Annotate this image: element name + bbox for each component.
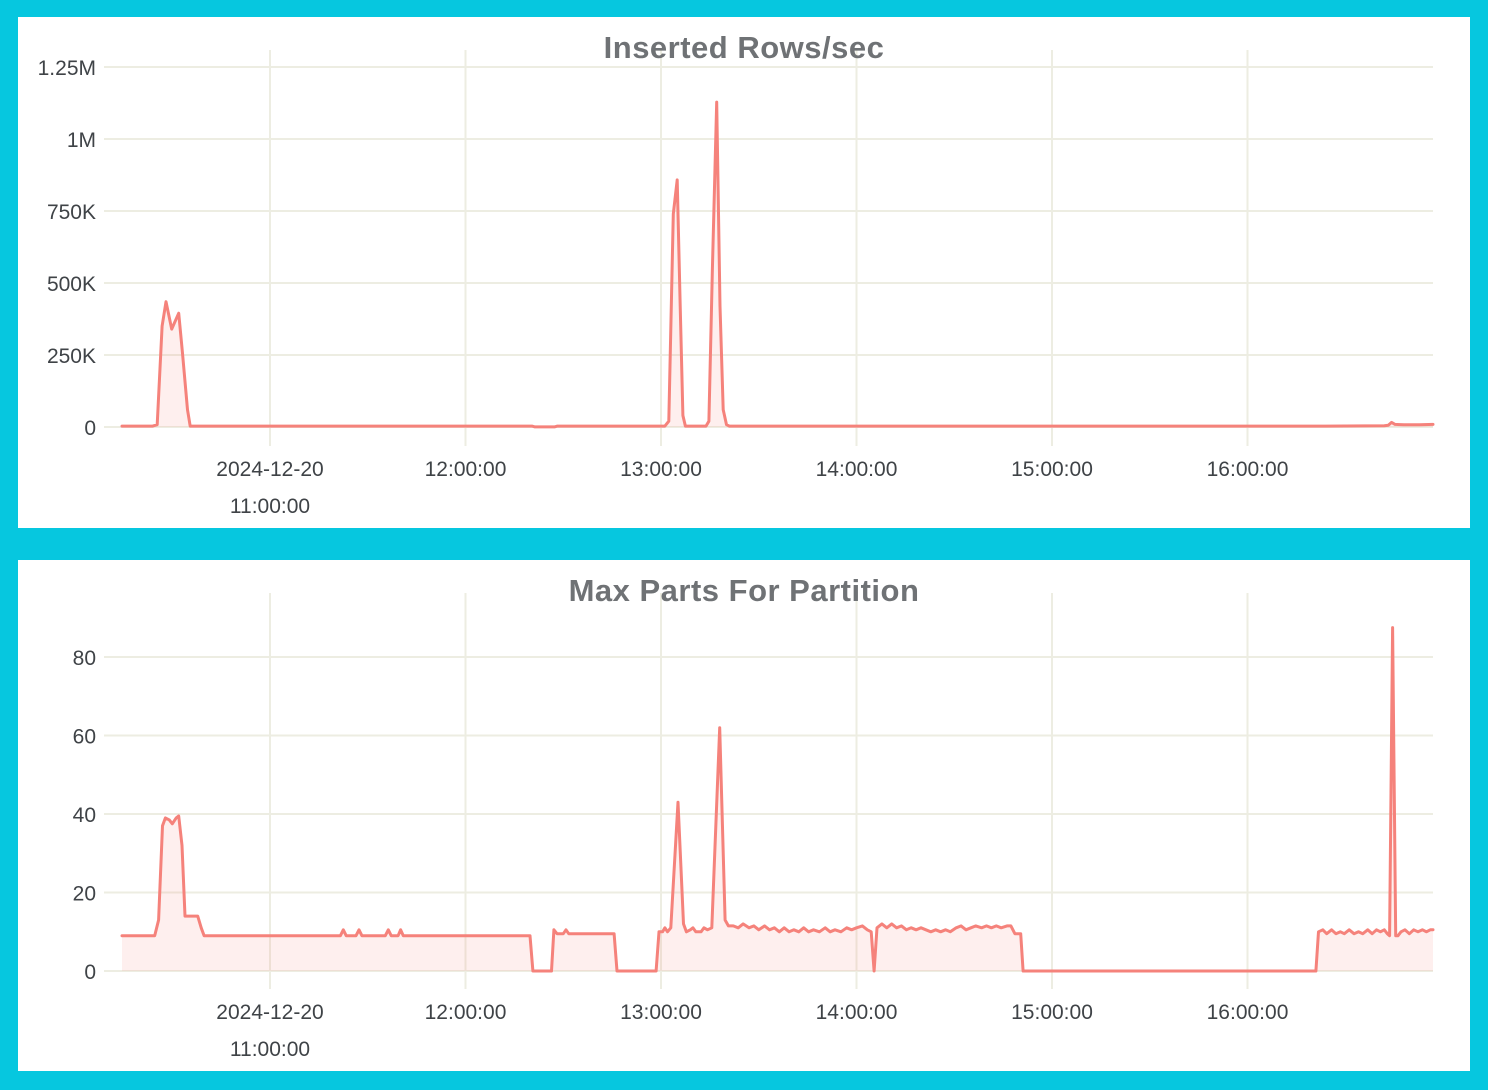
x-tick-label: 14:00:00 <box>816 458 898 481</box>
x-tick-label: 15:00:00 <box>1011 458 1093 481</box>
y-tick-label: 0 <box>84 417 96 440</box>
y-tick-label: 60 <box>73 726 96 749</box>
y-tick-label: 40 <box>73 804 96 827</box>
x-tick-label: 12:00:00 <box>425 458 507 481</box>
y-tick-label: 750K <box>47 201 96 224</box>
y-tick-label: 1M <box>67 129 96 152</box>
x-tick-label: 13:00:00 <box>620 458 702 481</box>
y-tick-label: 1.25M <box>38 57 96 80</box>
max-parts-panel: 0 20 40 60 80 2024-12-20 11:00:00 12:00:00 13:00… <box>18 560 1470 1071</box>
x-tick-label: 15:00:00 <box>1011 1001 1093 1024</box>
series-line <box>120 100 1435 429</box>
y-tick-label: 0 <box>84 961 96 984</box>
x-tick-label: 2024-12-20 <box>216 458 323 481</box>
max-parts-chart[interactable]: 0 20 40 60 80 2024-12-20 11:00:00 12:00:00 13:00… <box>18 560 1470 1071</box>
x-tick-label: 2024-12-20 <box>216 1001 323 1024</box>
series-line <box>120 626 1435 973</box>
y-tick-label: 20 <box>73 883 96 906</box>
x-tick-label: 13:00:00 <box>620 1001 702 1024</box>
y-tick-label: 80 <box>73 647 96 670</box>
x-tick-label: 11:00:00 <box>230 495 310 518</box>
inserted-rows-panel: 0 250K 500K 750K 1M 1.25M 2024-12-20 11:00:00 12… <box>18 17 1470 528</box>
series-area <box>122 627 1433 971</box>
x-tick-label: 16:00:00 <box>1207 1001 1289 1024</box>
inserted-rows-chart[interactable]: 0 250K 500K 750K 1M 1.25M 2024-12-20 11:00:00 12… <box>18 17 1470 528</box>
series-area <box>122 102 1433 427</box>
y-tick-label: 500K <box>47 273 96 296</box>
x-tick-label: 12:00:00 <box>425 1001 507 1024</box>
x-tick-label: 14:00:00 <box>816 1001 898 1024</box>
x-tick-label: 16:00:00 <box>1207 458 1289 481</box>
x-tick-label: 11:00:00 <box>230 1038 310 1061</box>
y-tick-label: 250K <box>47 345 96 368</box>
